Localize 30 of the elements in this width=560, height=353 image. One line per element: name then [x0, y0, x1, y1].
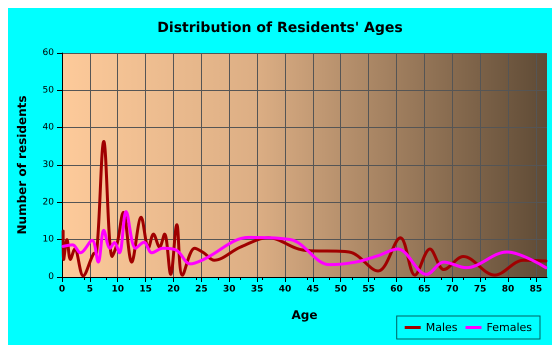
y-tick-label: 50 — [42, 85, 54, 96]
x-tick-label: 30 — [222, 284, 236, 294]
x-tick-label: 50 — [334, 284, 347, 294]
legend-label: Males — [426, 321, 458, 334]
x-tick-label: 0 — [58, 284, 66, 294]
y-tick-label: 0 — [48, 272, 54, 282]
x-tick-label: 45 — [306, 284, 320, 294]
x-tick-label: 65 — [418, 284, 431, 294]
x-tick-label: 55 — [362, 284, 375, 294]
x-axis-title: Age — [291, 308, 318, 322]
x-tick-label: 5 — [86, 284, 94, 294]
x-tick-label: 25 — [195, 284, 208, 294]
legend-label: Females — [486, 321, 532, 334]
x-tick-label: 40 — [278, 284, 292, 294]
x-tick-label: 20 — [167, 284, 180, 294]
y-axis-title: Number of residents — [15, 95, 29, 235]
x-tick-label: 70 — [446, 284, 458, 294]
x-tick-label: 15 — [139, 284, 152, 294]
y-tick-label: 30 — [42, 160, 54, 170]
x-tick-label: 35 — [250, 284, 264, 294]
x-tick-label: 10 — [111, 284, 124, 294]
x-tick-label: 75 — [474, 284, 486, 294]
y-tick-label: 10 — [42, 234, 54, 245]
x-tick-label: 60 — [390, 284, 403, 294]
y-tick-label: 60 — [42, 48, 54, 58]
y-tick-label: 40 — [42, 122, 54, 133]
x-tick-label: 80 — [502, 284, 514, 294]
y-tick-label: 20 — [42, 197, 54, 208]
chart-title: Distribution of Residents' Ages — [157, 20, 403, 36]
x-tick-label: 85 — [530, 284, 542, 294]
